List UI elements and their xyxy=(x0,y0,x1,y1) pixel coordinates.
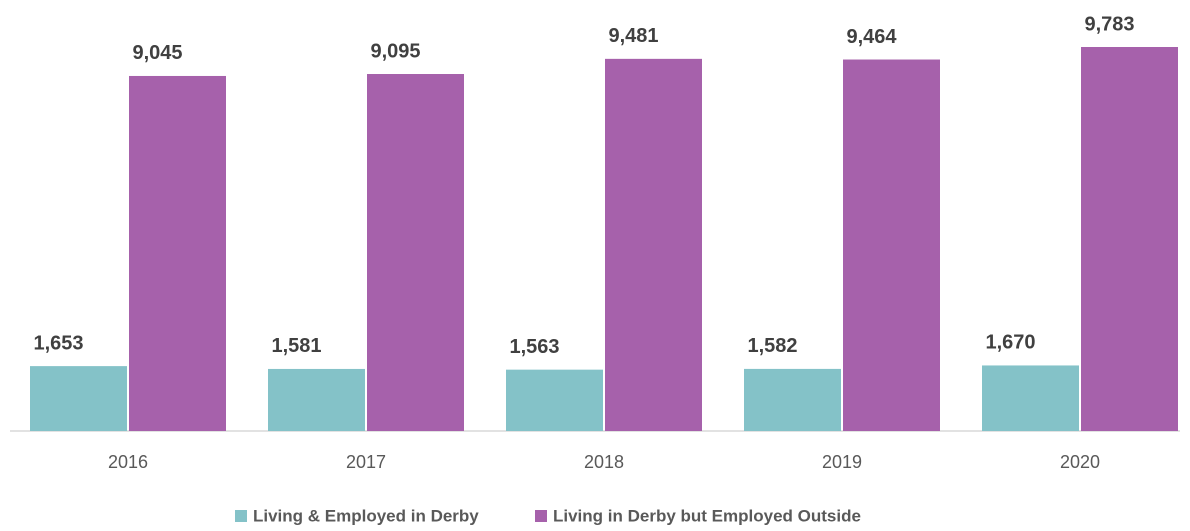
data-label: 9,464 xyxy=(846,26,897,48)
data-label: 1,581 xyxy=(271,335,321,357)
bar xyxy=(843,59,940,432)
data-label: 1,653 xyxy=(33,332,83,354)
data-label: 1,670 xyxy=(985,332,1035,354)
legend-swatch xyxy=(535,510,547,522)
data-label: 9,045 xyxy=(132,42,182,64)
x-tick-label: 2017 xyxy=(346,452,386,472)
bar xyxy=(605,58,702,431)
legend-label: Living in Derby but Employed Outside xyxy=(553,506,861,525)
data-label: 9,783 xyxy=(1084,13,1134,35)
x-tick-label: 2016 xyxy=(108,452,148,472)
data-label: 1,563 xyxy=(509,336,559,358)
bar xyxy=(268,368,365,431)
legend-swatch xyxy=(235,510,247,522)
bar xyxy=(1081,47,1178,431)
bar xyxy=(506,369,603,431)
legend-label: Living & Employed in Derby xyxy=(253,506,479,525)
bar xyxy=(982,365,1079,431)
x-tick-label: 2019 xyxy=(822,452,862,472)
data-label: 9,481 xyxy=(608,25,658,47)
data-label: 1,582 xyxy=(747,335,797,357)
x-tick-label: 2020 xyxy=(1060,452,1100,472)
bar xyxy=(30,366,127,431)
bar xyxy=(744,368,841,431)
data-label: 9,095 xyxy=(370,40,420,62)
x-tick-label: 2018 xyxy=(584,452,624,472)
bar xyxy=(367,74,464,431)
bar xyxy=(129,75,226,431)
